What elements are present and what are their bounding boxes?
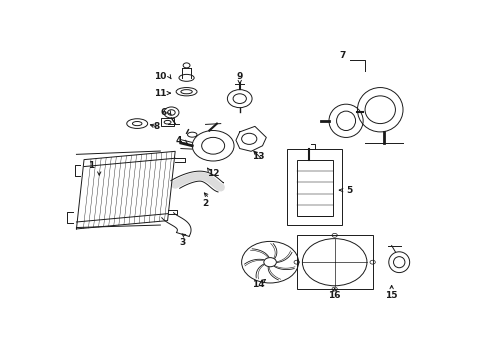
Text: 15: 15	[385, 291, 398, 300]
Text: 9: 9	[237, 72, 243, 81]
Text: 8: 8	[153, 122, 159, 131]
Text: 1: 1	[89, 161, 95, 170]
Text: 2: 2	[202, 199, 209, 208]
Text: 7: 7	[339, 51, 345, 60]
Bar	[297, 159, 333, 216]
Bar	[297, 235, 373, 289]
Text: 13: 13	[252, 152, 265, 161]
Text: 4: 4	[176, 136, 182, 145]
Text: 12: 12	[207, 169, 220, 178]
Text: 11: 11	[154, 89, 166, 98]
Text: 10: 10	[154, 72, 166, 81]
Text: 5: 5	[347, 186, 353, 195]
Text: 14: 14	[252, 280, 265, 289]
Text: 16: 16	[328, 291, 341, 300]
Text: 6: 6	[161, 108, 167, 117]
Bar	[161, 118, 174, 126]
Bar	[287, 149, 342, 225]
Text: 3: 3	[180, 238, 186, 247]
